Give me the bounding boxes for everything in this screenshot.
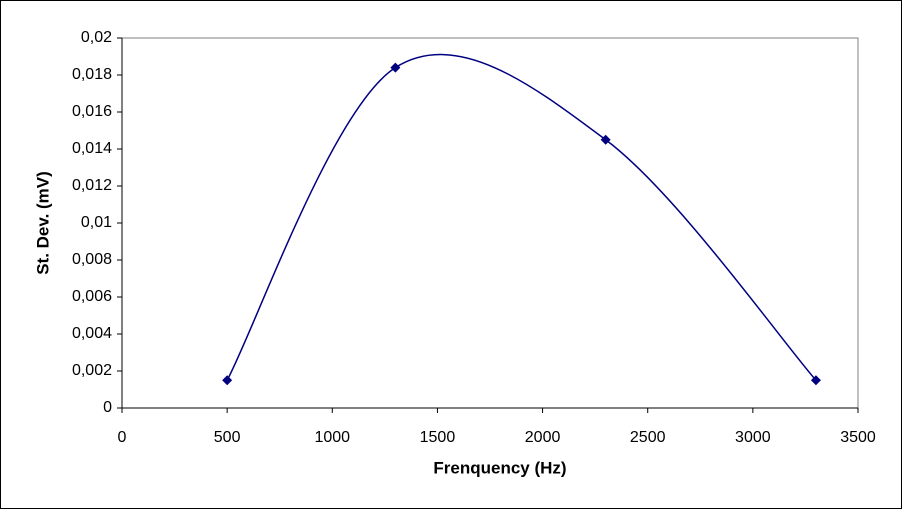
y-tick-label: 0,016 (72, 103, 112, 120)
y-tick-label: 0,01 (81, 214, 112, 231)
x-axis-label: Frenquency (Hz) (433, 458, 566, 477)
plot-area (121, 37, 859, 409)
y-tick-label: 0,006 (72, 288, 112, 305)
x-tick-label: 1000 (314, 429, 350, 446)
x-tick-label: 3000 (735, 429, 771, 446)
x-tick-label: 500 (214, 429, 241, 446)
y-tick-label: 0,02 (81, 29, 112, 46)
y-tick-label: 0,014 (72, 140, 112, 157)
marker (222, 375, 233, 386)
x-tick-label: 0 (118, 429, 127, 446)
x-tick-label: 2500 (630, 429, 666, 446)
marker (600, 134, 611, 145)
y-tick-label: 0,018 (72, 66, 112, 83)
y-axis-label: St. Dev. (mV) (33, 171, 52, 275)
y-tick-label: 0,002 (72, 362, 112, 379)
y-tick-label: 0 (103, 399, 112, 416)
marker (810, 375, 821, 386)
y-tick-label: 0,008 (72, 251, 112, 268)
y-tick-label: 0,012 (72, 177, 112, 194)
x-tick-label: 1500 (420, 429, 456, 446)
series-line (226, 53, 817, 381)
x-tick-label: 3500 (840, 429, 876, 446)
y-tick-label: 0,004 (72, 325, 112, 342)
x-tick-label: 2000 (525, 429, 561, 446)
marker (390, 62, 401, 73)
